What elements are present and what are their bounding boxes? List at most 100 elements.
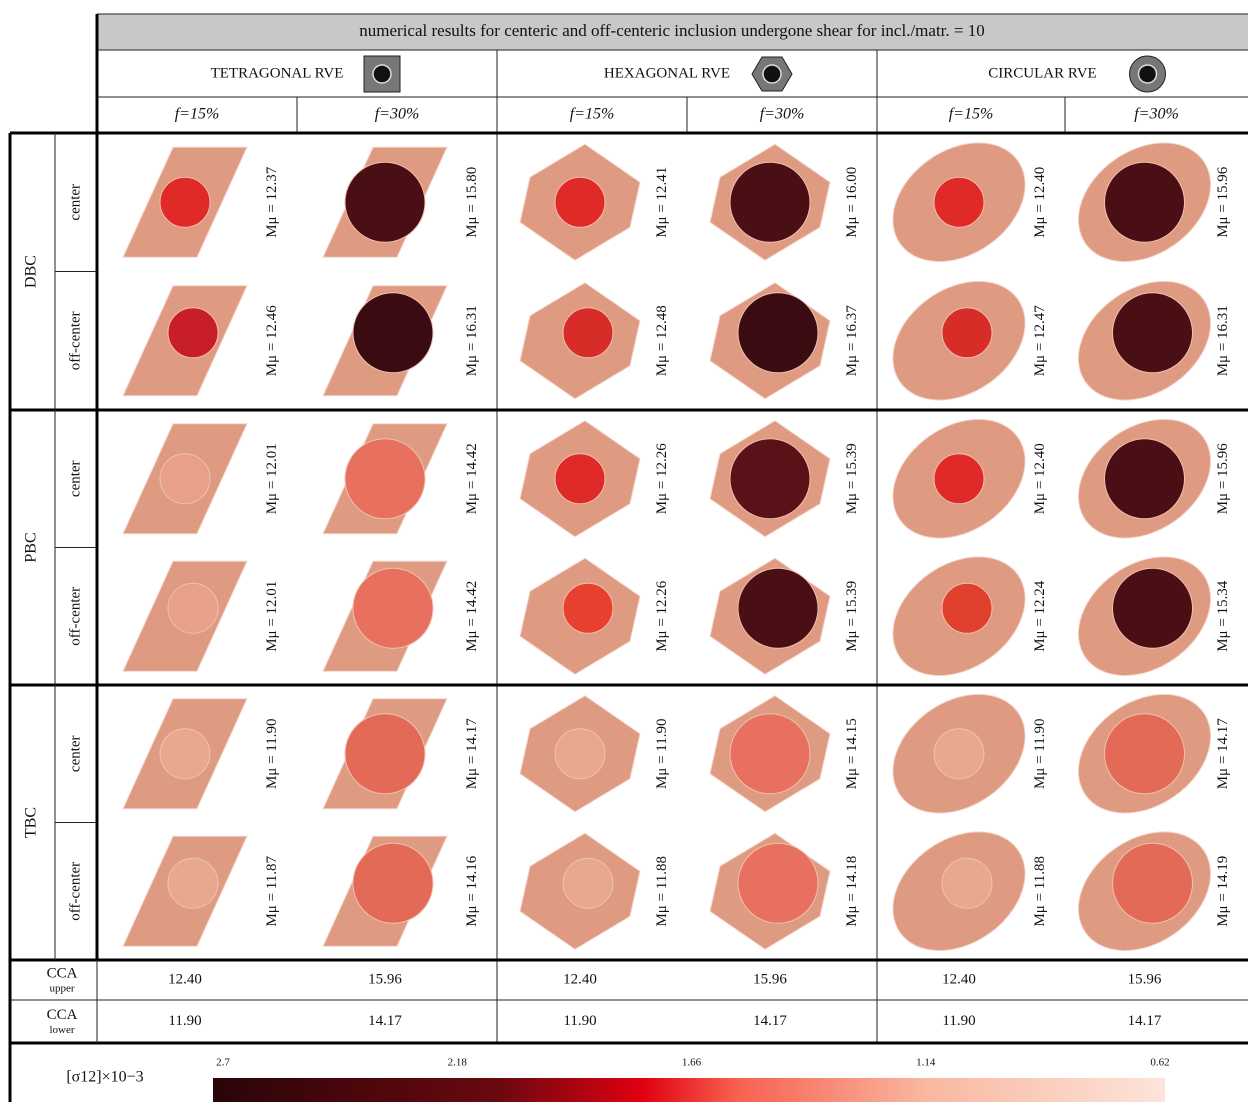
mu-number: 16.00 <box>844 167 860 201</box>
mu-number: 12.48 <box>654 305 670 339</box>
mu-label: Mμ = <box>654 755 670 789</box>
mu-label: Mμ = <box>844 618 860 652</box>
mu-value: Mμ = 12.01 <box>264 443 280 514</box>
mu-number: 12.41 <box>654 167 670 201</box>
mu-value: Mμ = 12.40 <box>1032 443 1048 514</box>
inclusion <box>737 567 819 649</box>
cca-value: 15.96 <box>1128 971 1162 987</box>
mu-number: 11.90 <box>654 718 670 751</box>
mu-label: Mμ = <box>264 204 280 238</box>
inclusion <box>933 453 985 505</box>
inclusion <box>167 307 219 359</box>
mu-value: Mμ = 11.90 <box>264 718 280 789</box>
mu-number: 12.40 <box>1032 167 1048 201</box>
mu-label: Mμ = <box>1032 893 1048 927</box>
inclusion <box>1104 161 1185 243</box>
mu-value: Mμ = 15.39 <box>844 443 860 514</box>
fraction: f=30% <box>760 106 805 123</box>
mu-label: Mμ = <box>1032 618 1048 652</box>
bc-label: DBC <box>23 255 40 288</box>
cca-sub: lower <box>49 1024 74 1036</box>
mu-value: Mμ = 12.37 <box>264 166 280 238</box>
mu-number: 12.26 <box>654 580 670 614</box>
mu-number: 12.46 <box>264 305 280 339</box>
mu-value: Mμ = 11.90 <box>1032 718 1048 789</box>
inclusion <box>737 292 819 374</box>
mu-label: Mμ = <box>1215 756 1231 790</box>
mu-label: Mμ = <box>654 343 670 377</box>
inclusion <box>159 453 211 505</box>
fraction: f=15% <box>949 106 994 123</box>
inclusion <box>1112 567 1193 649</box>
mu-number: 15.96 <box>1215 443 1231 477</box>
mu-value: Mμ = 11.90 <box>654 718 670 789</box>
mu-value: Mμ = 12.47 <box>1032 305 1048 377</box>
position-label: off-center <box>67 862 83 921</box>
mu-label: Mμ = <box>1215 481 1231 515</box>
mu-label: Mμ = <box>264 755 280 789</box>
mu-label: Mμ = <box>654 481 670 515</box>
mu-label: Mμ = <box>264 618 280 652</box>
mu-number: 12.01 <box>264 581 280 615</box>
inclusion <box>352 842 434 924</box>
mu-number: 11.90 <box>264 718 280 751</box>
inclusion <box>167 857 219 909</box>
mu-value: Mμ = 12.26 <box>654 443 670 515</box>
inclusion <box>729 161 811 243</box>
cca-label: CCA <box>47 965 78 981</box>
inclusion <box>941 307 993 359</box>
mu-value: Mμ = 14.42 <box>464 443 480 514</box>
colorbar-tick: 1.14 <box>916 1057 936 1069</box>
mu-value: Mμ = 14.16 <box>464 855 480 927</box>
colorbar-tick: 1.66 <box>682 1057 702 1069</box>
cca-sub: upper <box>49 983 74 995</box>
icon-inclusion <box>762 64 782 84</box>
mu-value: Mμ = 16.31 <box>1215 305 1231 376</box>
mu-number: 12.37 <box>264 166 280 200</box>
mu-number: 11.88 <box>1032 856 1048 889</box>
mu-value: Mμ = 14.18 <box>844 856 860 927</box>
mu-value: Mμ = 12.24 <box>1032 580 1048 652</box>
cca-value: 11.90 <box>168 1013 201 1029</box>
colorbar-tick: 0.62 <box>1150 1057 1169 1069</box>
inclusion <box>1104 713 1185 795</box>
inclusion <box>562 582 614 634</box>
inclusion <box>167 582 219 634</box>
fraction: f=30% <box>375 106 420 123</box>
icon-inclusion <box>1137 64 1158 84</box>
inclusion <box>344 161 426 243</box>
mu-value: Mμ = 12.40 <box>1032 167 1048 238</box>
mu-value: Mμ = 16.37 <box>844 305 860 377</box>
mu-number: 15.80 <box>464 167 480 201</box>
mu-number: 11.90 <box>1032 718 1048 751</box>
mu-number: 16.31 <box>1215 305 1231 339</box>
rve-type: TETRAGONAL RVE <box>211 65 344 81</box>
mu-number: 16.31 <box>464 305 480 339</box>
mu-number: 14.18 <box>844 856 860 890</box>
cca-value: 15.96 <box>368 971 402 987</box>
position-label: off-center <box>67 587 83 646</box>
mu-label: Mμ = <box>464 343 480 377</box>
inclusion <box>1112 292 1193 374</box>
mu-label: Mμ = <box>264 481 280 515</box>
mu-label: Mμ = <box>1215 618 1231 652</box>
cca-value: 11.90 <box>563 1013 596 1029</box>
mu-label: Mμ = <box>1032 755 1048 789</box>
position-label: center <box>67 184 83 221</box>
mu-label: Mμ = <box>1215 343 1231 377</box>
mu-label: Mμ = <box>844 756 860 790</box>
mu-value: Mμ = 15.39 <box>844 581 860 652</box>
inclusion <box>344 713 426 795</box>
inclusion <box>562 307 614 359</box>
fraction: f=15% <box>570 106 615 123</box>
mu-number: 15.39 <box>844 443 860 477</box>
inclusion <box>554 176 606 228</box>
bc-label: PBC <box>23 532 40 562</box>
mu-label: Mμ = <box>654 618 670 652</box>
mu-value: Mμ = 14.42 <box>464 581 480 652</box>
mu-number: 15.96 <box>1215 166 1231 200</box>
position-label: center <box>67 735 83 772</box>
inclusion <box>554 453 606 505</box>
mu-number: 12.40 <box>1032 443 1048 477</box>
colorbar-tick: 2.7 <box>216 1057 230 1069</box>
